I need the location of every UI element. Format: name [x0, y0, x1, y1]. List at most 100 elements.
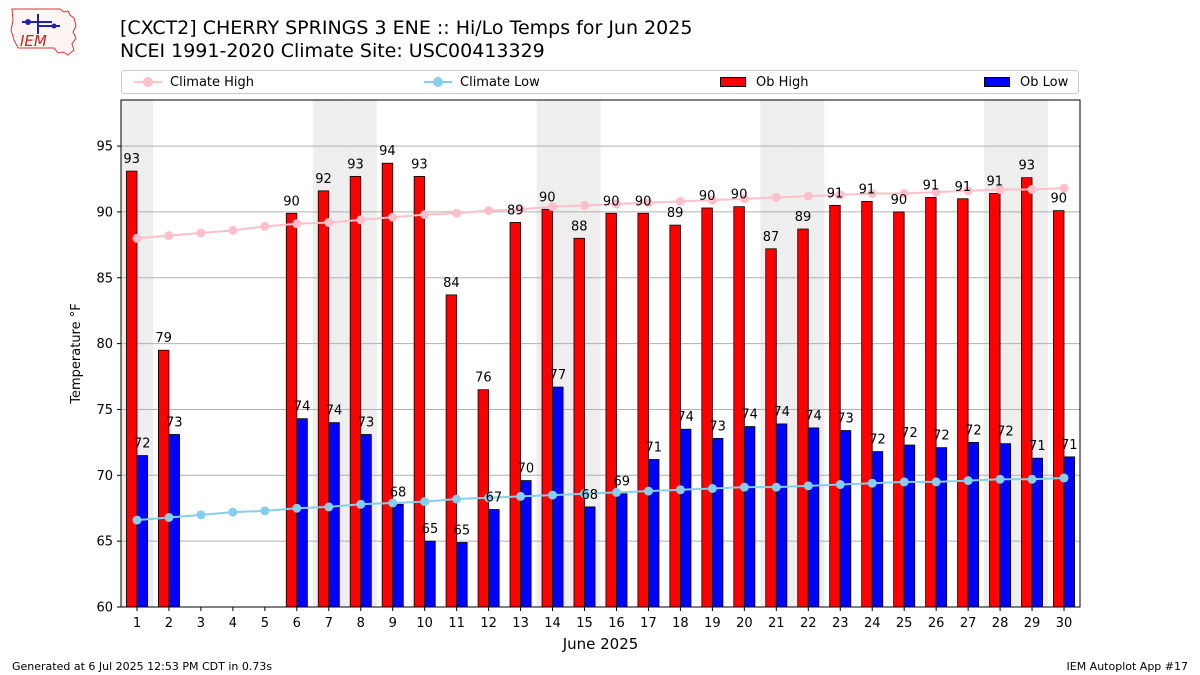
- point-climate-low-day-28: [995, 474, 1005, 484]
- x-tick-label-10: 10: [416, 616, 433, 631]
- x-tick-label-28: 28: [992, 616, 1009, 631]
- point-climate-low-day-21: [771, 482, 781, 492]
- point-climate-high-day-20: [739, 194, 749, 204]
- point-climate-low-day-10: [420, 497, 430, 507]
- bar-label-ob-low-day-15: 68: [582, 488, 599, 503]
- point-climate-low-day-18: [675, 485, 685, 495]
- bar-ob-low-day-27: [967, 441, 980, 608]
- iem-logo: IEM: [10, 8, 77, 56]
- bar-label-ob-high-day-17: 90: [635, 194, 652, 209]
- point-climate-high-day-4: [228, 225, 238, 235]
- bar-ob-low-day-23: [839, 430, 852, 608]
- point-climate-high-day-21: [771, 192, 781, 202]
- climate-lines: [132, 183, 1069, 525]
- bar-ob-high-day-21: [765, 248, 777, 608]
- bar-ob-low-day-12: [488, 509, 500, 608]
- legend-label-climate-low: Climate Low: [460, 74, 540, 90]
- point-climate-high-day-17: [643, 198, 653, 208]
- bar-ob-low-day-7: [328, 422, 340, 608]
- bar-label-ob-high-day-11: 84: [443, 276, 460, 291]
- point-climate-low-day-23: [835, 480, 845, 490]
- x-tick-label-16: 16: [608, 616, 625, 631]
- x-tick-label-11: 11: [448, 616, 465, 631]
- bar-label-ob-low-day-10: 65: [422, 522, 439, 537]
- point-climate-low-day-25: [899, 477, 909, 487]
- line-climate-high: [136, 187, 1065, 240]
- x-tick-label-24: 24: [864, 616, 881, 631]
- y-tick-label-85: 85: [96, 271, 113, 286]
- y-tick-label-90: 90: [96, 205, 113, 220]
- point-climate-high-day-19: [707, 195, 717, 205]
- bar-label-ob-high-day-10: 93: [411, 157, 428, 172]
- bar-ob-high-day-26: [925, 197, 937, 608]
- bar-ob-low-day-1: [136, 455, 148, 608]
- point-climate-high-day-13: [516, 204, 526, 214]
- bar-label-ob-high-day-14: 90: [539, 190, 556, 205]
- legend-swatch-ob-high: [720, 77, 746, 87]
- x-tick-label-23: 23: [832, 616, 849, 631]
- bar-ob-low-day-15: [584, 506, 596, 608]
- bar-label-ob-high-day-8: 93: [347, 157, 364, 172]
- bar-label-ob-high-day-22: 89: [795, 210, 812, 225]
- point-climate-low-day-11: [452, 494, 462, 504]
- x-tick-label-26: 26: [928, 616, 945, 631]
- plot-frame: [120, 99, 1081, 608]
- bar-ob-high-day-13: [509, 222, 521, 608]
- x-tick-label-29: 29: [1024, 616, 1041, 631]
- bar-label-ob-low-day-30: 71: [1061, 438, 1078, 453]
- bar-label-ob-low-day-7: 74: [326, 404, 343, 419]
- point-climate-low-day-24: [867, 478, 877, 488]
- bar-ob-high-day-27: [957, 198, 969, 608]
- y-axis-ticks: 60 65 70 75 80 85 90 95: [96, 140, 121, 616]
- bar-ob-high-day-8: [349, 175, 362, 608]
- bar-label-ob-low-day-8: 73: [358, 415, 375, 430]
- bar-ob-low-day-22: [807, 427, 820, 608]
- point-climate-high-day-23: [835, 190, 845, 200]
- bar-label-ob-low-day-13: 70: [518, 462, 535, 477]
- bar-ob-high-day-2: [158, 349, 170, 608]
- point-climate-low-day-13: [516, 491, 526, 501]
- legend-swatch-ob-low: [984, 77, 1010, 87]
- point-climate-high-day-6: [292, 219, 302, 229]
- bar-label-ob-high-day-9: 94: [379, 144, 396, 159]
- point-climate-low-day-4: [228, 507, 238, 517]
- legend-item-ob-low: Ob Low: [984, 71, 1068, 93]
- bar-label-ob-low-day-17: 71: [645, 441, 662, 456]
- legend-marker-climate-low: [424, 77, 452, 87]
- x-tick-label-3: 3: [197, 616, 205, 631]
- bar-label-ob-high-day-24: 91: [859, 182, 876, 197]
- bar-label-ob-high-day-2: 79: [155, 331, 172, 346]
- x-tick-label-9: 9: [389, 616, 397, 631]
- bar-ob-low-day-10: [424, 540, 436, 608]
- bar-label-ob-high-day-13: 89: [507, 203, 524, 218]
- x-axis-ticks: 1 2 3 4 5 6 7 8 9 10 11 12 13 14 15 16 17 18 19 20 21 22 23 24 2…: [133, 607, 1072, 631]
- bar-ob-high-day-23: [829, 204, 841, 608]
- bar-value-labels: 93 79 90 92 93 94 93 84 76 89 90 88 90 90 89 90 90 87 89 91…: [123, 144, 1077, 538]
- point-climate-low-day-19: [707, 483, 717, 493]
- point-climate-low-day-29: [1027, 474, 1037, 484]
- bar-ob-low-day-19: [711, 438, 724, 608]
- x-tick-label-8: 8: [357, 616, 365, 631]
- x-tick-label-14: 14: [544, 616, 561, 631]
- bar-label-ob-low-day-6: 74: [294, 400, 311, 415]
- point-climate-high-day-10: [420, 210, 430, 220]
- point-climate-high-day-18: [675, 196, 685, 206]
- bar-ob-high-day-30: [1053, 210, 1065, 608]
- point-climate-high-day-30: [1059, 183, 1069, 193]
- legend-marker-climate-high: [134, 77, 162, 87]
- bar-label-ob-low-day-21: 74: [773, 405, 790, 420]
- y-tick-label-60: 60: [96, 601, 113, 616]
- bar-label-ob-high-day-16: 90: [603, 194, 620, 209]
- point-climate-high-day-22: [803, 191, 813, 201]
- bar-ob-low-day-6: [296, 418, 308, 608]
- bar-label-ob-high-day-20: 90: [731, 188, 748, 203]
- bar-ob-low-day-28: [999, 443, 1012, 608]
- bar-label-ob-low-day-14: 77: [550, 368, 567, 383]
- legend-label-ob-low: Ob Low: [1020, 74, 1069, 90]
- point-climate-low-day-27: [963, 476, 973, 486]
- bar-label-ob-low-day-12: 67: [486, 491, 503, 506]
- point-climate-high-day-11: [452, 208, 462, 218]
- bar-label-ob-high-day-26: 91: [923, 178, 940, 193]
- bar-label-ob-low-day-18: 74: [677, 410, 694, 425]
